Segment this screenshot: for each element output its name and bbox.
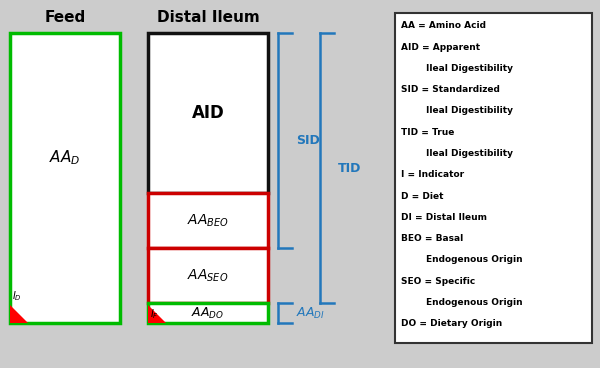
Text: D = Diet: D = Diet	[401, 192, 443, 201]
FancyBboxPatch shape	[10, 33, 120, 323]
Text: Ileal Digestibility: Ileal Digestibility	[401, 64, 513, 73]
FancyBboxPatch shape	[148, 33, 268, 193]
Text: SEO = Specific: SEO = Specific	[401, 277, 475, 286]
Text: Endogenous Origin: Endogenous Origin	[401, 298, 523, 307]
Text: $AA_{SEO}$: $AA_{SEO}$	[187, 267, 229, 284]
Text: Feed: Feed	[44, 11, 86, 25]
Text: $I_F$: $I_F$	[150, 307, 159, 321]
Text: SID = Standardized: SID = Standardized	[401, 85, 500, 94]
Text: Ileal Digestibility: Ileal Digestibility	[401, 106, 513, 116]
Text: TID = True: TID = True	[401, 128, 454, 137]
Text: AID = Apparent: AID = Apparent	[401, 43, 480, 52]
FancyBboxPatch shape	[148, 303, 268, 323]
Text: BEO = Basal: BEO = Basal	[401, 234, 463, 243]
Text: TID: TID	[338, 162, 361, 174]
Text: $AA_{DO}$: $AA_{DO}$	[191, 305, 224, 321]
Text: DO = Dietary Origin: DO = Dietary Origin	[401, 319, 502, 328]
Text: $AA_{BEO}$: $AA_{BEO}$	[187, 212, 229, 229]
Text: Ileal Digestibility: Ileal Digestibility	[401, 149, 513, 158]
Text: SID: SID	[296, 134, 320, 147]
Polygon shape	[148, 305, 166, 323]
Text: Endogenous Origin: Endogenous Origin	[401, 255, 523, 265]
FancyBboxPatch shape	[148, 193, 268, 248]
Text: DI = Distal Ileum: DI = Distal Ileum	[401, 213, 487, 222]
Text: AID: AID	[191, 104, 224, 122]
FancyBboxPatch shape	[148, 248, 268, 303]
Text: $AA_D$: $AA_D$	[49, 149, 80, 167]
FancyBboxPatch shape	[395, 13, 592, 343]
Text: $AA_{DI}$: $AA_{DI}$	[296, 305, 325, 321]
Text: Distal Ileum: Distal Ileum	[157, 11, 259, 25]
Text: I = Indicator: I = Indicator	[401, 170, 464, 179]
Polygon shape	[10, 305, 28, 323]
Text: AA = Amino Acid: AA = Amino Acid	[401, 21, 486, 30]
Text: $I_D$: $I_D$	[12, 289, 22, 303]
